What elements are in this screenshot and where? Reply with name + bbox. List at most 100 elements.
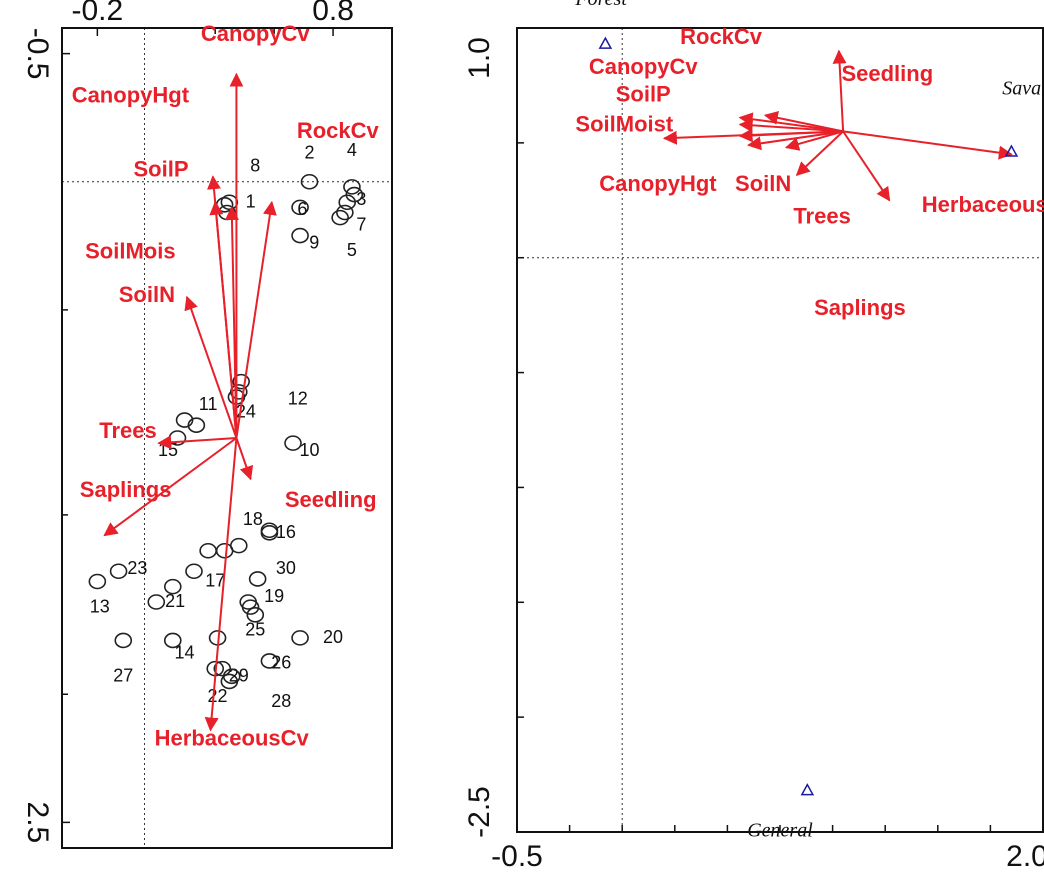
arrow-trees: [795, 130, 844, 176]
site-label: 17: [205, 571, 225, 591]
site-label: 12: [288, 389, 308, 409]
site-marker: [241, 599, 260, 615]
arrow-canopyhgt: [738, 128, 844, 143]
site-marker: [215, 542, 234, 559]
site-label: 13: [90, 596, 110, 616]
left-plot-frame: [61, 27, 393, 849]
site-marker: [260, 653, 279, 669]
site-label: 29: [229, 665, 249, 685]
arrow-label: Saplings: [814, 295, 906, 320]
site-marker: [232, 373, 250, 390]
site-label: 8: [250, 156, 260, 176]
arrow-label: RockCv: [680, 24, 763, 49]
site-marker: [331, 209, 349, 226]
site-label: 30: [276, 558, 296, 578]
centroid-triangle: [598, 36, 613, 49]
site-marker: [246, 607, 265, 623]
site-marker: [291, 630, 309, 646]
arrow-herbaceouscv: [842, 130, 891, 202]
arrow-label: Trees: [99, 418, 157, 443]
right-panel: -0.5 2.0 1.0 -2.5 RockCv CanopyCv SoilP SoilMoi…: [463, 0, 1044, 873]
site-marker: [336, 204, 354, 221]
site-marker: [109, 563, 128, 580]
site-marker: [291, 199, 309, 216]
arrow-label: Saplings: [80, 477, 172, 502]
site-marker: [175, 412, 194, 428]
arrow-saplings: [784, 130, 844, 151]
site-label: 5: [347, 240, 357, 260]
right-x-tick-label: -0.5: [491, 840, 543, 873]
arrow-soilmois: [224, 205, 239, 439]
site-label: 7: [356, 214, 366, 234]
arrow-savanna: [842, 130, 1013, 160]
site-marker: [163, 578, 182, 595]
site-label: 1: [246, 191, 256, 211]
site-marker: [343, 179, 361, 195]
arrow-soilp: [738, 118, 844, 133]
arrow-label: SoilMois: [85, 239, 175, 264]
centroid-label: Forest: [574, 0, 627, 10]
arrow-label: SoilN: [735, 171, 791, 196]
site-marker: [185, 563, 203, 580]
arrow-canopycv: [738, 112, 844, 133]
site-marker: [260, 525, 279, 541]
site-label: 27: [113, 665, 133, 685]
site-label: 19: [264, 586, 284, 606]
right-x-tick-label: 2.0: [1006, 840, 1044, 873]
site-label: 2: [304, 143, 314, 163]
arrow-label: CanopyCv: [201, 21, 311, 46]
site-label: 26: [271, 653, 291, 673]
arrow-label: CanopyHgt: [72, 82, 190, 107]
site-marker: [345, 186, 364, 203]
arrow-label: SoilN: [119, 282, 175, 307]
arrow-label: SoilP: [133, 157, 188, 182]
arrow-herbaceouscv: [204, 437, 238, 732]
site-label: 28: [271, 691, 291, 711]
site-marker: [248, 571, 267, 587]
site-marker: [88, 573, 107, 590]
arrow-label: RockCv: [297, 118, 380, 143]
site-label: 21: [165, 591, 185, 611]
site-marker: [291, 227, 309, 244]
site-marker: [163, 632, 182, 649]
arrow-trees: [157, 435, 237, 450]
left-y-tick-label: -0.5: [21, 28, 54, 80]
arrow-seedling: [832, 49, 847, 132]
arrow-label: Seedling: [841, 61, 933, 86]
centroid-label: Savanna: [1002, 78, 1044, 100]
site-marker: [220, 194, 239, 211]
site-marker: [199, 542, 217, 559]
centroid-triangle: [800, 783, 815, 796]
left-x-tick-label: 0.8: [312, 0, 354, 27]
arrow-rockcv: [235, 200, 277, 439]
site-label: 23: [127, 558, 147, 578]
site-label: 6: [297, 199, 307, 219]
arrow-label: Seedling: [285, 487, 377, 512]
site-marker: [187, 417, 206, 433]
left-x-tick-label: -0.2: [72, 0, 124, 27]
arrow-saplings: [103, 437, 238, 537]
site-marker: [222, 668, 241, 685]
site-marker: [300, 173, 319, 190]
right-y-tick-label: 1.0: [463, 37, 496, 79]
right-y-tick-label: -2.5: [463, 786, 496, 838]
site-label: 4: [347, 140, 357, 160]
site-label: 25: [245, 619, 265, 639]
centroid-triangle: [1004, 144, 1019, 157]
arrow-label: CanopyHgt: [599, 171, 717, 196]
arrow-label: CanopyCv: [589, 54, 699, 79]
centroid-label: General: [747, 820, 813, 842]
arrow-label: SoilMoist: [575, 111, 673, 136]
arrow-label: Trees: [793, 203, 851, 228]
arrow-seedling: [235, 437, 254, 481]
arrow-label: HerbaceousCv: [922, 192, 1044, 217]
site-marker: [229, 384, 248, 400]
arrow-soiln: [184, 295, 238, 439]
arrow-label: SoilP: [616, 82, 671, 107]
site-label: 18: [243, 509, 263, 529]
site-label: 9: [309, 232, 319, 252]
arrow-soilp: [209, 200, 238, 439]
site-label: 22: [208, 686, 228, 706]
